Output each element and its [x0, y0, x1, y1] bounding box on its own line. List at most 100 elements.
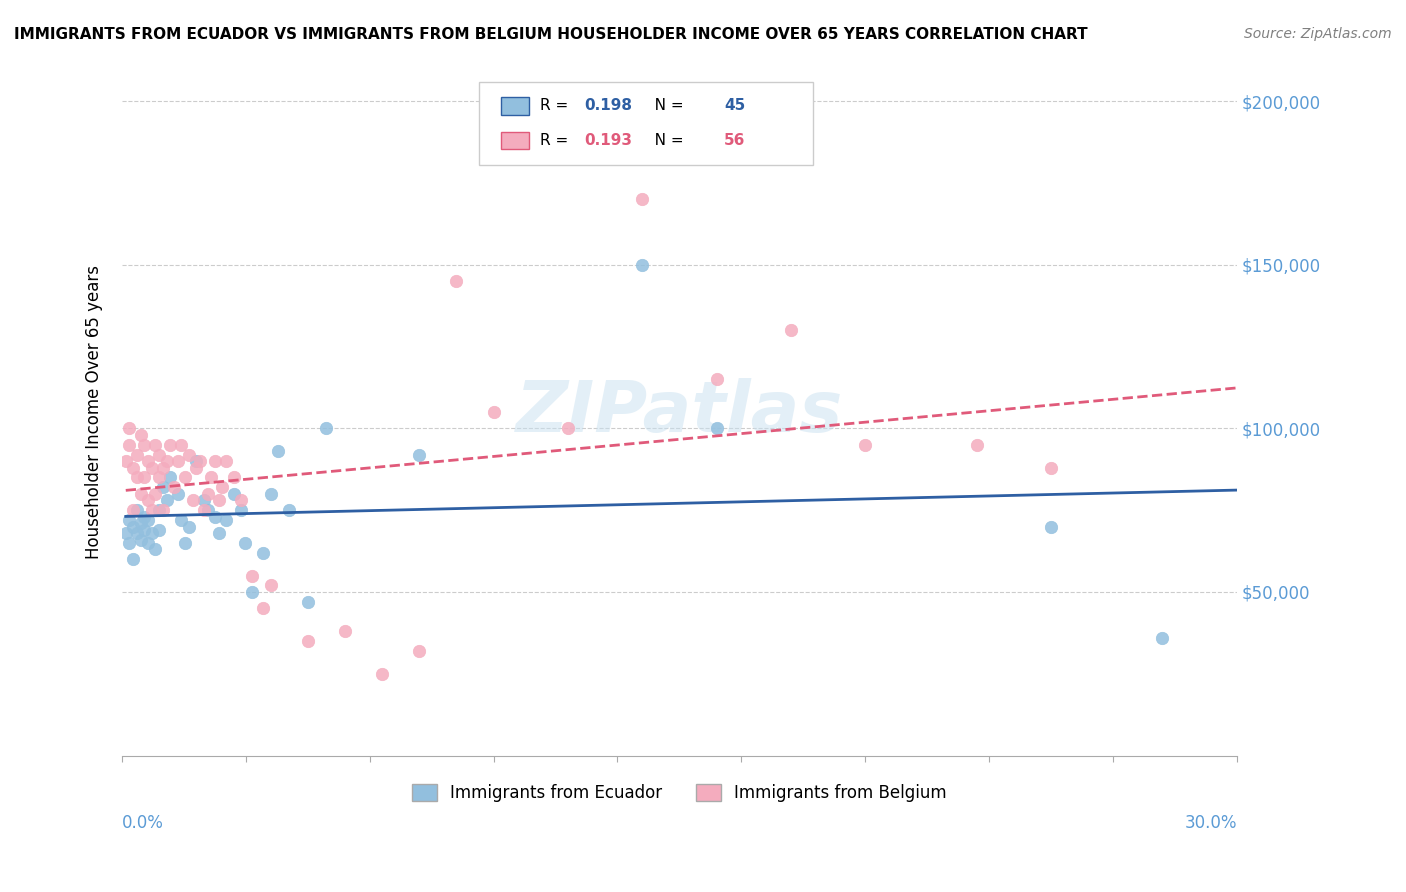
- Point: [482, 405, 505, 419]
- Point: [211, 480, 233, 494]
- Point: [134, 509, 156, 524]
- Point: [408, 644, 430, 658]
- Point: [197, 487, 219, 501]
- Text: IMMIGRANTS FROM ECUADOR VS IMMIGRANTS FROM BELGIUM HOUSEHOLDER INCOME OVER 65 YE: IMMIGRANTS FROM ECUADOR VS IMMIGRANTS FR…: [14, 27, 1088, 42]
- Point: [145, 438, 167, 452]
- Point: [193, 493, 215, 508]
- Point: [446, 274, 468, 288]
- Point: [631, 193, 654, 207]
- Point: [222, 470, 245, 484]
- Point: [156, 493, 179, 508]
- Point: [129, 487, 152, 501]
- Point: [118, 513, 141, 527]
- Point: [252, 546, 274, 560]
- Point: [125, 526, 148, 541]
- Text: R =: R =: [540, 98, 574, 113]
- Text: 0.0%: 0.0%: [122, 814, 165, 832]
- Text: Source: ZipAtlas.com: Source: ZipAtlas.com: [1244, 27, 1392, 41]
- Point: [197, 503, 219, 517]
- Point: [174, 470, 197, 484]
- Point: [136, 536, 159, 550]
- Point: [114, 526, 136, 541]
- Legend: Immigrants from Ecuador, Immigrants from Belgium: Immigrants from Ecuador, Immigrants from…: [405, 778, 953, 809]
- Point: [170, 513, 193, 527]
- Point: [174, 536, 197, 550]
- Point: [557, 421, 579, 435]
- Point: [166, 487, 188, 501]
- Point: [297, 634, 319, 648]
- Text: 30.0%: 30.0%: [1184, 814, 1237, 832]
- Point: [152, 460, 174, 475]
- Point: [267, 444, 290, 458]
- Point: [136, 513, 159, 527]
- Point: [706, 421, 728, 435]
- Point: [208, 493, 231, 508]
- Point: [145, 542, 167, 557]
- Point: [122, 503, 145, 517]
- Point: [170, 438, 193, 452]
- Text: ZIPatlas: ZIPatlas: [516, 377, 844, 447]
- Point: [333, 624, 356, 639]
- Text: 0.193: 0.193: [585, 133, 633, 148]
- Point: [1152, 631, 1174, 645]
- Point: [125, 470, 148, 484]
- Point: [1039, 519, 1062, 533]
- Point: [134, 438, 156, 452]
- Point: [159, 438, 181, 452]
- Bar: [501, 132, 529, 149]
- Point: [193, 503, 215, 517]
- Point: [177, 519, 200, 533]
- Point: [186, 460, 208, 475]
- Point: [252, 601, 274, 615]
- Point: [204, 509, 226, 524]
- Point: [122, 519, 145, 533]
- Point: [129, 533, 152, 547]
- Point: [853, 438, 876, 452]
- Text: 0.198: 0.198: [585, 98, 633, 113]
- Point: [779, 323, 801, 337]
- Point: [208, 526, 231, 541]
- Point: [186, 454, 208, 468]
- Point: [152, 503, 174, 517]
- Text: N =: N =: [640, 133, 689, 148]
- Point: [134, 470, 156, 484]
- Point: [215, 454, 238, 468]
- Point: [240, 585, 263, 599]
- Point: [148, 470, 170, 484]
- Point: [240, 568, 263, 582]
- Point: [122, 552, 145, 566]
- Point: [166, 454, 188, 468]
- Point: [122, 460, 145, 475]
- Point: [315, 421, 337, 435]
- Point: [222, 487, 245, 501]
- Point: [966, 438, 988, 452]
- Point: [233, 536, 256, 550]
- Point: [118, 438, 141, 452]
- Point: [229, 493, 252, 508]
- Point: [188, 454, 211, 468]
- Point: [181, 493, 204, 508]
- Text: 56: 56: [724, 133, 745, 148]
- Bar: [501, 97, 529, 114]
- Point: [408, 448, 430, 462]
- Point: [215, 513, 238, 527]
- Point: [141, 526, 163, 541]
- Point: [229, 503, 252, 517]
- Point: [148, 448, 170, 462]
- Point: [163, 480, 186, 494]
- FancyBboxPatch shape: [478, 82, 813, 165]
- Point: [371, 666, 394, 681]
- Point: [177, 448, 200, 462]
- Point: [159, 470, 181, 484]
- Point: [631, 258, 654, 272]
- Point: [152, 480, 174, 494]
- Point: [156, 454, 179, 468]
- Point: [148, 523, 170, 537]
- Point: [129, 428, 152, 442]
- Point: [136, 493, 159, 508]
- Point: [125, 448, 148, 462]
- Point: [145, 487, 167, 501]
- Point: [204, 454, 226, 468]
- Text: R =: R =: [540, 133, 574, 148]
- Text: N =: N =: [640, 98, 689, 113]
